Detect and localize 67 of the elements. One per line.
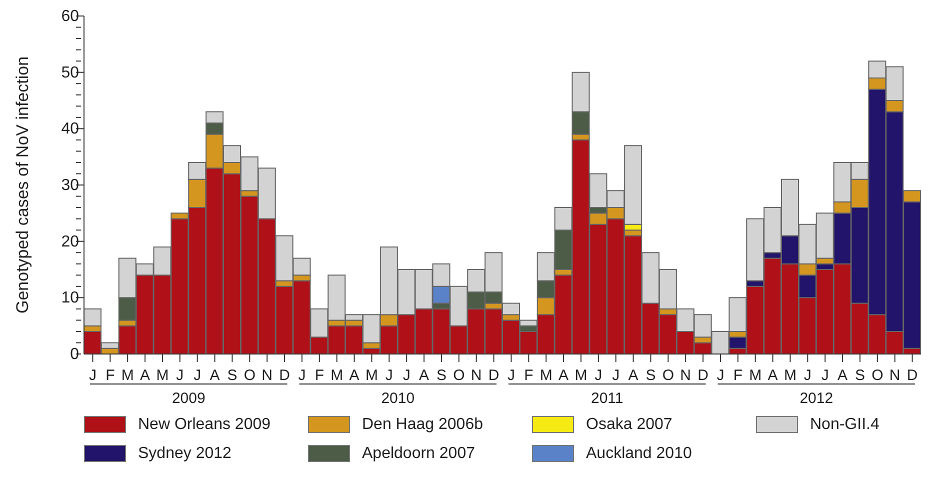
x-tick-label: S (854, 367, 865, 384)
x-tick-label: M (156, 367, 169, 384)
x-tick-label: A (838, 367, 848, 384)
x-tick-label: S (227, 367, 238, 384)
x-tick-label: A (768, 367, 778, 384)
legend-label: Den Haag 2006b (362, 416, 483, 434)
x-tick-label: N (889, 367, 900, 384)
legend-label: New Orleans 2009 (138, 416, 271, 434)
text: 2010 (381, 390, 415, 407)
legend-label: Apeldoorn 2007 (362, 444, 475, 462)
x-tick-label: D (698, 367, 709, 384)
x-tick-label: M (365, 367, 378, 384)
legend-label: Sydney 2012 (138, 444, 232, 462)
y-tick-label: 40 (61, 120, 80, 138)
x-tick-label: J (88, 367, 96, 384)
y-tick-label: 20 (61, 233, 80, 250)
x-tick-label: J (612, 367, 620, 384)
x-tick-label: N (470, 367, 482, 384)
x-tick-label: M (749, 367, 762, 384)
x-tick-label: N (680, 367, 692, 384)
x-tick-label: D (906, 367, 918, 384)
x-tick-label: O (244, 367, 256, 384)
text: 2012 (800, 390, 834, 407)
x-tick-label: M (330, 367, 344, 384)
x-tick-label: A (419, 367, 430, 384)
x-tick-label: J (804, 367, 812, 384)
text: 2009 (172, 390, 206, 407)
legend-label: Osaka 2007 (586, 416, 672, 434)
x-tick-label: J (176, 367, 184, 384)
x-tick-label: M (784, 367, 796, 384)
x-tick-label: A (558, 367, 569, 384)
x-tick-label: J (298, 367, 306, 384)
x-tick-label: O (453, 367, 465, 384)
x-tick-label: D (488, 367, 500, 384)
x-tick-label: F (314, 367, 324, 384)
y-tick-label: 60 (61, 8, 80, 25)
x-tick-label: F (524, 367, 534, 384)
x-tick-label: A (140, 367, 150, 384)
legend-label: Auckland 2010 (586, 444, 692, 462)
x-tick-label: J (194, 367, 202, 384)
x-tick-label: S (436, 367, 446, 384)
x-tick-label: A (349, 367, 360, 384)
y-tick-label: 0 (70, 346, 80, 363)
x-tick-label: S (646, 367, 656, 384)
x-tick-label: F (106, 367, 115, 384)
x-tick-label: O (662, 367, 674, 384)
x-tick-label: O (872, 367, 884, 384)
x-tick-label: A (628, 367, 638, 384)
x-tick-label: J (402, 367, 410, 384)
x-tick-label: F (733, 367, 742, 384)
x-tick-label: M (540, 367, 552, 384)
y-tick-label: 50 (61, 64, 80, 82)
text: 2011 (590, 390, 624, 407)
x-tick-label: N (262, 367, 273, 384)
x-tick-label: J (821, 367, 829, 384)
x-tick-label: M (574, 367, 588, 384)
x-tick-label: J (507, 367, 515, 384)
x-tick-label: J (385, 367, 393, 384)
x-tick-label: J (594, 367, 602, 384)
y-axis-title: Genotyped cases of NoV infection (13, 56, 32, 314)
y-tick-label: 10 (61, 290, 80, 307)
x-tick-label: A (210, 367, 220, 384)
x-tick-label: M (121, 367, 134, 384)
x-tick-label: D (279, 367, 290, 384)
x-tick-label: J (716, 367, 724, 384)
legend-label: Non-GII.4 (810, 416, 880, 434)
y-tick-label: 30 (61, 177, 80, 194)
